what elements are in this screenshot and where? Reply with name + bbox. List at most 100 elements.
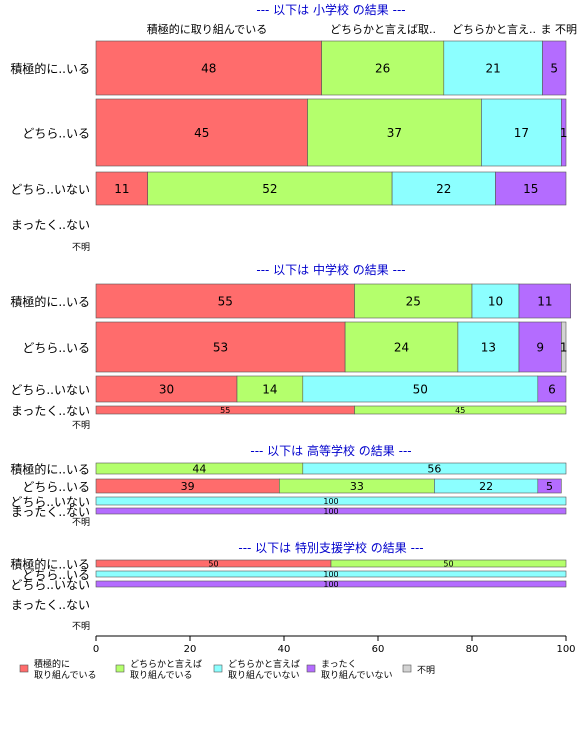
legend-label: 取り組んでいない — [228, 669, 300, 681]
bar-value-label: 100 — [323, 570, 338, 579]
row-label: 積極的に..いる — [10, 557, 90, 572]
legend-label: 積極的に — [34, 658, 70, 670]
bar-value-label: 55 — [220, 406, 230, 415]
legend-label: 取り組んでいる — [130, 669, 193, 681]
bar-value-label: 1 — [560, 341, 568, 355]
bar-value-label: 15 — [523, 182, 538, 196]
bar-value-label: 17 — [514, 126, 529, 140]
row-label: 不明 — [72, 517, 90, 528]
bar-segment — [95, 40, 322, 96]
bar-value-label: 100 — [323, 580, 338, 589]
bar-value-label: 1 — [560, 126, 568, 140]
bar-value-label: 14 — [262, 383, 277, 397]
x-tick-label: 100 — [556, 644, 575, 655]
bar-segment — [147, 171, 393, 206]
panel-title: --- 以下は 小学校 の結果 --- — [256, 2, 405, 17]
bar-segment — [95, 507, 567, 515]
bar-value-label: 45 — [455, 406, 465, 415]
bar-value-label: 52 — [262, 182, 277, 196]
bar-value-label: 11 — [114, 182, 129, 196]
row-label: まったく..ない — [11, 505, 90, 519]
x-tick-label: 40 — [278, 644, 291, 655]
bar-segment — [307, 98, 482, 167]
bar-segment — [95, 496, 567, 506]
bar-value-label: 39 — [181, 480, 195, 493]
x-tick-label: 60 — [372, 644, 385, 655]
legend-label: どちらかと言えば — [130, 658, 202, 670]
row-label: 積極的に..いる — [10, 61, 90, 76]
bar-segment — [354, 283, 473, 319]
bar-value-label: 11 — [537, 295, 552, 309]
bar-value-label: 22 — [436, 182, 451, 196]
bar-value-label: 33 — [350, 480, 364, 493]
x-tick-label: 0 — [93, 644, 99, 655]
panel-title: --- 以下は 特別支援学校 の結果 --- — [238, 540, 423, 555]
row-label: どちら..いない — [10, 578, 90, 592]
bar-segment — [495, 171, 567, 206]
legend-label: どちらかと言えば — [228, 658, 300, 670]
legend: 積極的に取り組んでいるどちらかと言えば取り組んでいるどちらかと言えば取り組んでい… — [19, 658, 435, 681]
bar-value-label: 50 — [413, 383, 428, 397]
header-label-4: 不明 — [555, 23, 577, 36]
bar-value-label: 50 — [443, 560, 453, 569]
row-label: まったく..ない — [11, 598, 90, 612]
row-label: 不明 — [72, 242, 90, 253]
bar-value-label: 5 — [546, 480, 553, 493]
row-label: 積極的に..いる — [10, 294, 90, 309]
bar-segment — [537, 478, 562, 494]
bar-value-label: 25 — [406, 295, 421, 309]
row-label: どちら..いない — [10, 383, 90, 397]
panel-2: --- 以下は 高等学校 の結果 --- 積極的に..いる 44 56 どちら..いる 3… — [10, 443, 567, 528]
legend-swatch — [213, 664, 223, 673]
bar-segment — [95, 375, 238, 403]
panel-1: --- 以下は 中学校 の結果 --- 積極的に..いる 55 25 10 11 どちら..… — [10, 262, 572, 431]
panel-0: --- 以下は 小学校 の結果 --- 積極的に..いる 48 26 21 5 どちら..い… — [10, 2, 567, 253]
header-label-0: 積極的に取り組んでいる — [147, 22, 267, 36]
panel-3: --- 以下は 特別支援学校 の結果 --- 積極的に..いる 50 50 どちら..い… — [10, 540, 567, 632]
row-label: 不明 — [72, 420, 90, 431]
bar-segment — [302, 462, 567, 475]
panel-title: --- 以下は 高等学校 の結果 --- — [250, 443, 411, 458]
bar-segment — [354, 405, 567, 415]
row-label: どちら..いる — [22, 341, 90, 355]
bar-segment — [236, 375, 304, 403]
legend-item-4: 不明 — [402, 664, 435, 676]
header-labels: 積極的に取り組んでいる どちらかと言えば取.. どちらかと言え.. ま 不明 — [147, 22, 577, 36]
legend-swatch — [115, 664, 125, 673]
bar-value-label: 13 — [481, 341, 496, 355]
legend-label: 取り組んでいる — [34, 669, 97, 681]
bar-segment — [95, 570, 567, 578]
bar-segment — [457, 321, 520, 373]
bar-value-label: 50 — [208, 560, 218, 569]
x-axis: 0 20 40 60 80 100 — [93, 635, 576, 655]
bar-value-label: 5 — [550, 62, 558, 76]
bar-segment — [518, 321, 562, 373]
bar-segment — [321, 40, 445, 96]
bar-segment — [542, 40, 567, 96]
row-label: 積極的に..いる — [10, 462, 90, 477]
panel-title: --- 以下は 中学校 の結果 --- — [256, 262, 405, 277]
bar-segment — [302, 375, 539, 403]
header-label-3: ま — [541, 23, 552, 36]
chart-panels: --- 以下は 小学校 の結果 --- 積極的に..いる 48 26 21 5 どちら..い… — [10, 2, 572, 632]
bar-value-label: 44 — [192, 463, 206, 476]
bar-segment — [330, 559, 567, 568]
legend-item-0: 積極的に取り組んでいる — [19, 658, 97, 681]
header-label-1: どちらかと言えば取.. — [330, 23, 436, 36]
bar-segment — [537, 375, 567, 403]
bar-segment — [443, 40, 543, 96]
legend-swatch — [19, 664, 29, 673]
legend-label: まったく — [321, 659, 357, 670]
bar-segment — [391, 171, 496, 206]
bar-value-label: 24 — [394, 341, 409, 355]
row-label: 不明 — [72, 621, 90, 632]
row-label: どちら..いる — [22, 568, 90, 582]
bar-segment — [95, 321, 346, 373]
row-label: どちら..いる — [22, 480, 90, 494]
header-label-2: どちらかと言え.. — [452, 23, 536, 36]
row-label: どちら..いない — [10, 183, 90, 197]
bar-segment — [95, 283, 355, 319]
bar-value-label: 9 — [536, 341, 544, 355]
bar-value-label: 56 — [427, 463, 441, 476]
